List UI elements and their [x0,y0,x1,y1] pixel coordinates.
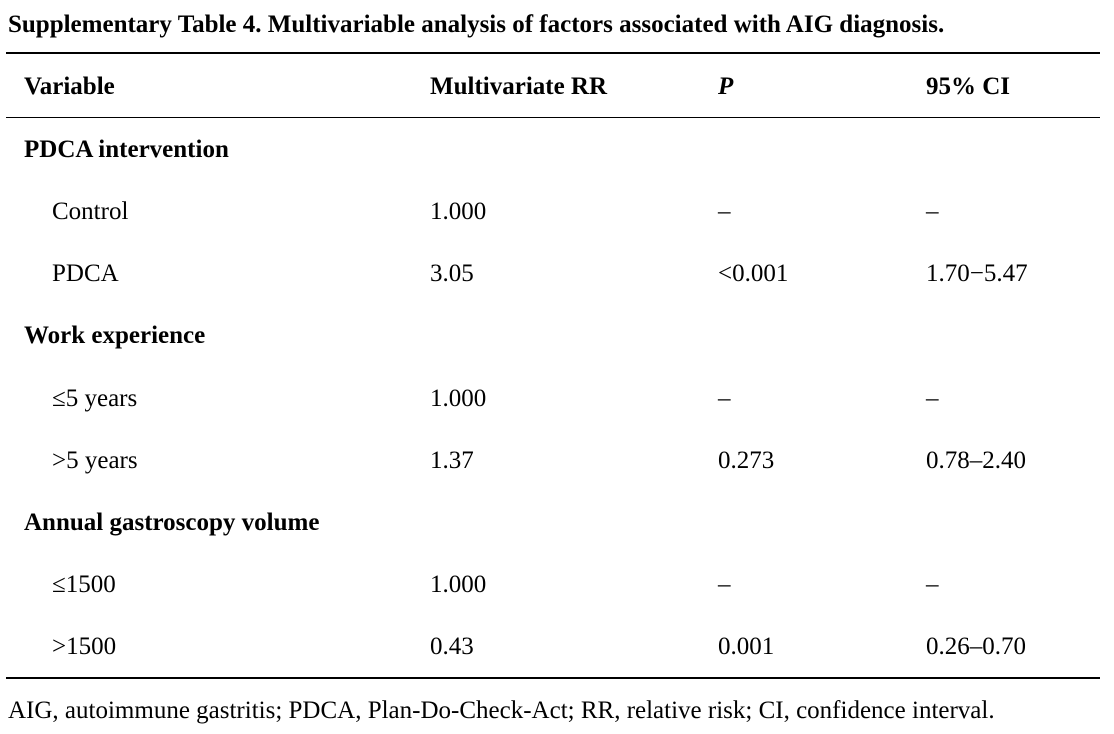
group-label-pdca-intervention: PDCA intervention [24,136,229,163]
row-p-le5-years: – [718,385,731,412]
row-rr-gt1500: 0.43 [430,633,474,660]
row-variable-le1500: ≤1500 [52,571,116,598]
row-rr-gt5-years: 1.37 [430,447,474,474]
group-label-annual-gastroscopy-volume: Annual gastroscopy volume [24,509,320,536]
row-variable-gt5-years: >5 years [52,447,138,474]
table-footnote: AIG, autoimmune gastritis; PDCA, Plan-Do… [8,697,995,724]
header-multivariate-rr: Multivariate RR [430,73,608,100]
header-p-value: P [718,73,734,100]
row-variable-pdca: PDCA [52,260,119,287]
row-variable-gt1500: >1500 [52,633,117,660]
row-p-control: – [718,198,731,225]
row-rr-le1500: 1.000 [430,571,487,598]
row-ci-pdca: 1.70−5.47 [926,260,1028,287]
table-caption: Supplementary Table 4. Multivariable ana… [8,11,945,38]
row-ci-le1500: – [926,571,939,598]
row-rr-le5-years: 1.000 [430,385,487,412]
table-header-rule [6,117,1100,118]
table-bottom-rule [6,677,1100,679]
header-95-ci: 95% CI [926,73,1011,100]
group-label-work-experience: Work experience [24,322,206,349]
row-p-le1500: – [718,571,731,598]
row-rr-control: 1.000 [430,198,487,225]
table-top-rule [6,52,1100,54]
row-ci-gt1500: 0.26–0.70 [926,633,1026,660]
row-rr-pdca: 3.05 [430,260,474,287]
row-ci-control: – [926,198,939,225]
row-ci-gt5-years: 0.78–2.40 [926,447,1026,474]
row-ci-le5-years: – [926,385,939,412]
header-variable: Variable [24,73,115,100]
row-variable-le5-years: ≤5 years [52,385,138,412]
row-p-gt1500: 0.001 [718,633,775,660]
row-p-gt5-years: 0.273 [718,447,775,474]
row-p-pdca: <0.001 [718,260,789,287]
row-variable-control: Control [52,198,129,225]
